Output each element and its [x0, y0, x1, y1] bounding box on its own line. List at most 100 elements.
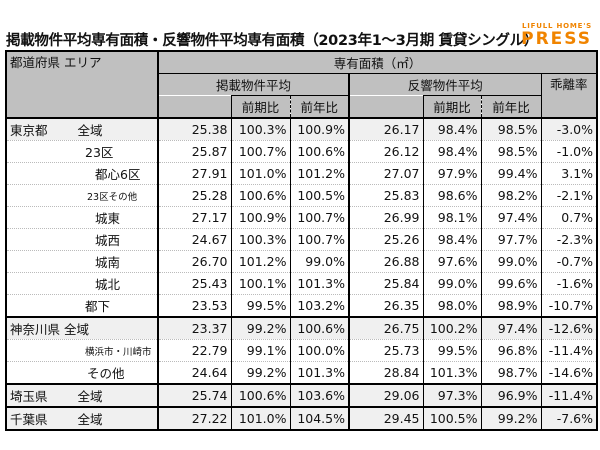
response-value: 27.07: [349, 162, 424, 185]
listed-yoy: 100.7%: [290, 228, 350, 251]
area-cell: 埼玉県 全域: [5, 383, 159, 407]
table-row: 23区 25.87 100.7% 100.6% 26.12 98.4% 98.5…: [5, 140, 599, 163]
area-cell: 城南: [5, 250, 159, 273]
divergence-value: -2.3%: [541, 228, 599, 251]
table-row: 東京都 全域 25.38 100.3% 100.9% 26.17 98.4% 98…: [5, 117, 599, 141]
response-qoq: 98.1%: [423, 206, 482, 229]
divergence-value: -3.0%: [541, 117, 599, 141]
response-yoy: 98.7%: [481, 361, 542, 384]
response-qoq: 98.4%: [423, 140, 482, 163]
response-yoy: 99.6%: [481, 272, 542, 295]
response-qoq: 97.9%: [423, 162, 482, 185]
table-row: 23区その他 25.28 100.6% 100.5% 25.83 98.6% 9…: [5, 184, 599, 207]
lifull-homes-press-logo: LIFULL HOME'S PRESS: [521, 23, 592, 48]
response-yoy: 99.4%: [481, 162, 542, 185]
area-cell: 神奈川県 全域: [5, 316, 159, 340]
listed-qoq: 100.1%: [231, 272, 291, 295]
table-row: 神奈川県 全域 23.37 99.2% 100.6% 26.75 100.2% …: [5, 316, 599, 340]
listed-value: 25.38: [158, 117, 232, 141]
response-yoy: 98.9%: [481, 294, 542, 317]
response-value: 26.35: [349, 294, 424, 317]
response-qoq: 101.3%: [423, 361, 482, 384]
header-area: 都道府県 エリア: [5, 50, 159, 118]
area-cell: 千葉県 全域: [5, 406, 159, 431]
area-cell: 横浜市・川崎市: [5, 339, 159, 362]
area-cell: 都下: [5, 294, 159, 317]
listed-qoq: 100.6%: [231, 184, 291, 207]
response-value: 25.26: [349, 228, 424, 251]
response-value: 26.99: [349, 206, 424, 229]
header-listed-yoy: 前年比: [290, 95, 350, 118]
response-qoq: 98.0%: [423, 294, 482, 317]
listed-value: 25.74: [158, 383, 232, 407]
table-row: 都下 23.53 99.5% 103.2% 26.35 98.0% 98.9% …: [5, 294, 599, 317]
table-row: 城南 26.70 101.2% 99.0% 26.88 97.6% 99.0% …: [5, 250, 599, 273]
area-cell: 東京都 全域: [5, 117, 159, 141]
listed-value: 25.43: [158, 272, 232, 295]
listed-value: 27.91: [158, 162, 232, 185]
listed-yoy: 100.6%: [290, 140, 350, 163]
listed-value: 25.28: [158, 184, 232, 207]
header-floor-area: 専有面積（㎡）: [158, 50, 599, 74]
divergence-value: -10.7%: [541, 294, 599, 317]
divergence-value: -1.0%: [541, 140, 599, 163]
listed-value: 22.79: [158, 339, 232, 362]
response-qoq: 98.4%: [423, 228, 482, 251]
response-yoy: 99.2%: [481, 406, 542, 431]
logo-top-text: LIFULL HOME'S: [521, 22, 592, 30]
area-cell: その他: [5, 361, 159, 384]
divergence-value: -12.6%: [541, 316, 599, 340]
listed-value: 26.70: [158, 250, 232, 273]
table-row: 城東 27.17 100.9% 100.7% 26.99 98.1% 97.4%…: [5, 206, 599, 229]
listed-qoq: 101.0%: [231, 162, 291, 185]
listed-qoq: 100.7%: [231, 140, 291, 163]
divergence-value: -2.1%: [541, 184, 599, 207]
response-qoq: 98.4%: [423, 117, 482, 141]
response-qoq: 100.5%: [423, 406, 482, 431]
listed-yoy: 103.6%: [290, 383, 350, 407]
response-value: 28.84: [349, 361, 424, 384]
listed-yoy: 103.2%: [290, 294, 350, 317]
response-yoy: 98.2%: [481, 184, 542, 207]
response-yoy: 96.9%: [481, 383, 542, 407]
listed-value: 23.37: [158, 316, 232, 340]
response-qoq: 97.3%: [423, 383, 482, 407]
listed-qoq: 100.9%: [231, 206, 291, 229]
area-cell: 城西: [5, 228, 159, 251]
listed-yoy: 100.0%: [290, 339, 350, 362]
response-value: 29.06: [349, 383, 424, 407]
response-yoy: 98.5%: [481, 140, 542, 163]
listed-value: 24.64: [158, 361, 232, 384]
area-cell: 23区その他: [5, 184, 159, 207]
listed-yoy: 99.0%: [290, 250, 350, 273]
listed-qoq: 99.1%: [231, 339, 291, 362]
response-yoy: 97.4%: [481, 316, 542, 340]
logo-bottom-text: PRESS: [521, 29, 592, 49]
listed-qoq: 99.2%: [231, 361, 291, 384]
response-qoq: 99.5%: [423, 339, 482, 362]
response-value: 25.83: [349, 184, 424, 207]
divergence-value: 3.1%: [541, 162, 599, 185]
response-qoq: 97.6%: [423, 250, 482, 273]
divergence-value: 0.7%: [541, 206, 599, 229]
divergence-value: -1.6%: [541, 272, 599, 295]
listed-value: 24.67: [158, 228, 232, 251]
response-yoy: 99.0%: [481, 250, 542, 273]
header-listed-qoq: 前期比: [230, 95, 291, 118]
listed-value: 25.87: [158, 140, 232, 163]
area-comparison-table: 都道府県 エリア 専有面積（㎡） 掲載物件平均 反響物件平均 乖離率 前期比 前…: [5, 50, 599, 431]
response-qoq: 100.2%: [423, 316, 482, 340]
listed-yoy: 100.6%: [290, 316, 350, 340]
divergence-value: -0.7%: [541, 250, 599, 273]
listed-qoq: 99.2%: [231, 316, 291, 340]
table-row: 城北 25.43 100.1% 101.3% 25.84 99.0% 99.6%…: [5, 272, 599, 295]
listed-yoy: 101.2%: [290, 162, 350, 185]
listed-value: 27.17: [158, 206, 232, 229]
response-value: 25.73: [349, 339, 424, 362]
response-value: 26.12: [349, 140, 424, 163]
response-value: 26.75: [349, 316, 424, 340]
listed-value: 23.53: [158, 294, 232, 317]
response-qoq: 98.6%: [423, 184, 482, 207]
listed-qoq: 99.5%: [231, 294, 291, 317]
table-row: 都心6区 27.91 101.0% 101.2% 27.07 97.9% 99.…: [5, 162, 599, 185]
